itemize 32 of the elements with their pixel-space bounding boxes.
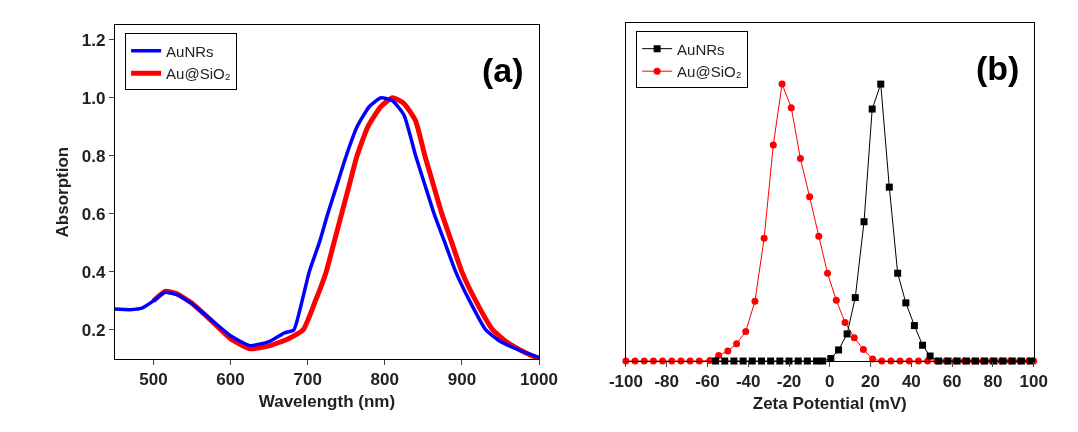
legend-label: Au@SiO₂: [677, 63, 742, 81]
y-tick-label: 0.4: [81, 262, 107, 282]
x-tick-label: 500: [139, 370, 168, 390]
x-tick-label: 100: [1019, 372, 1048, 392]
legend-label: Au@SiO₂: [166, 65, 231, 83]
x-tick-label: 1000: [520, 370, 558, 390]
x-tick-label: 40: [901, 372, 921, 392]
annotation: (a): [482, 51, 524, 89]
y-tick-label: 0.8: [81, 146, 106, 166]
y-tick-label: 0.2: [81, 320, 106, 340]
x-tick-label: 0: [825, 372, 835, 392]
x-tick-label: 800: [370, 370, 399, 390]
x-tick-label: 80: [983, 372, 1003, 392]
y-tick-label: 1.2: [81, 30, 106, 50]
annotation: (b): [976, 49, 1020, 87]
y-tick-label: 1.0: [81, 88, 106, 108]
x-axis-title: Zeta Potential (mV): [752, 393, 907, 413]
x-tick-label: 700: [293, 370, 322, 390]
legend-label: AuNRs: [166, 42, 214, 60]
x-tick-label: -80: [654, 372, 679, 392]
y-axis-title: Absorption: [53, 146, 73, 238]
x-tick-label: 60: [942, 372, 962, 392]
x-tick-label: -20: [776, 372, 802, 392]
legend-label: AuNRs: [677, 40, 725, 58]
x-tick-label: 20: [861, 372, 881, 392]
x-tick-label: -60: [695, 372, 720, 392]
x-tick-label: -40: [735, 372, 761, 392]
x-tick-label: 900: [447, 370, 477, 390]
x-tick-label: 600: [216, 370, 245, 390]
x-tick-label: -100: [608, 372, 643, 392]
y-tick-label: 0.6: [81, 204, 106, 224]
x-axis-title: Wavelength (nm): [258, 391, 396, 411]
